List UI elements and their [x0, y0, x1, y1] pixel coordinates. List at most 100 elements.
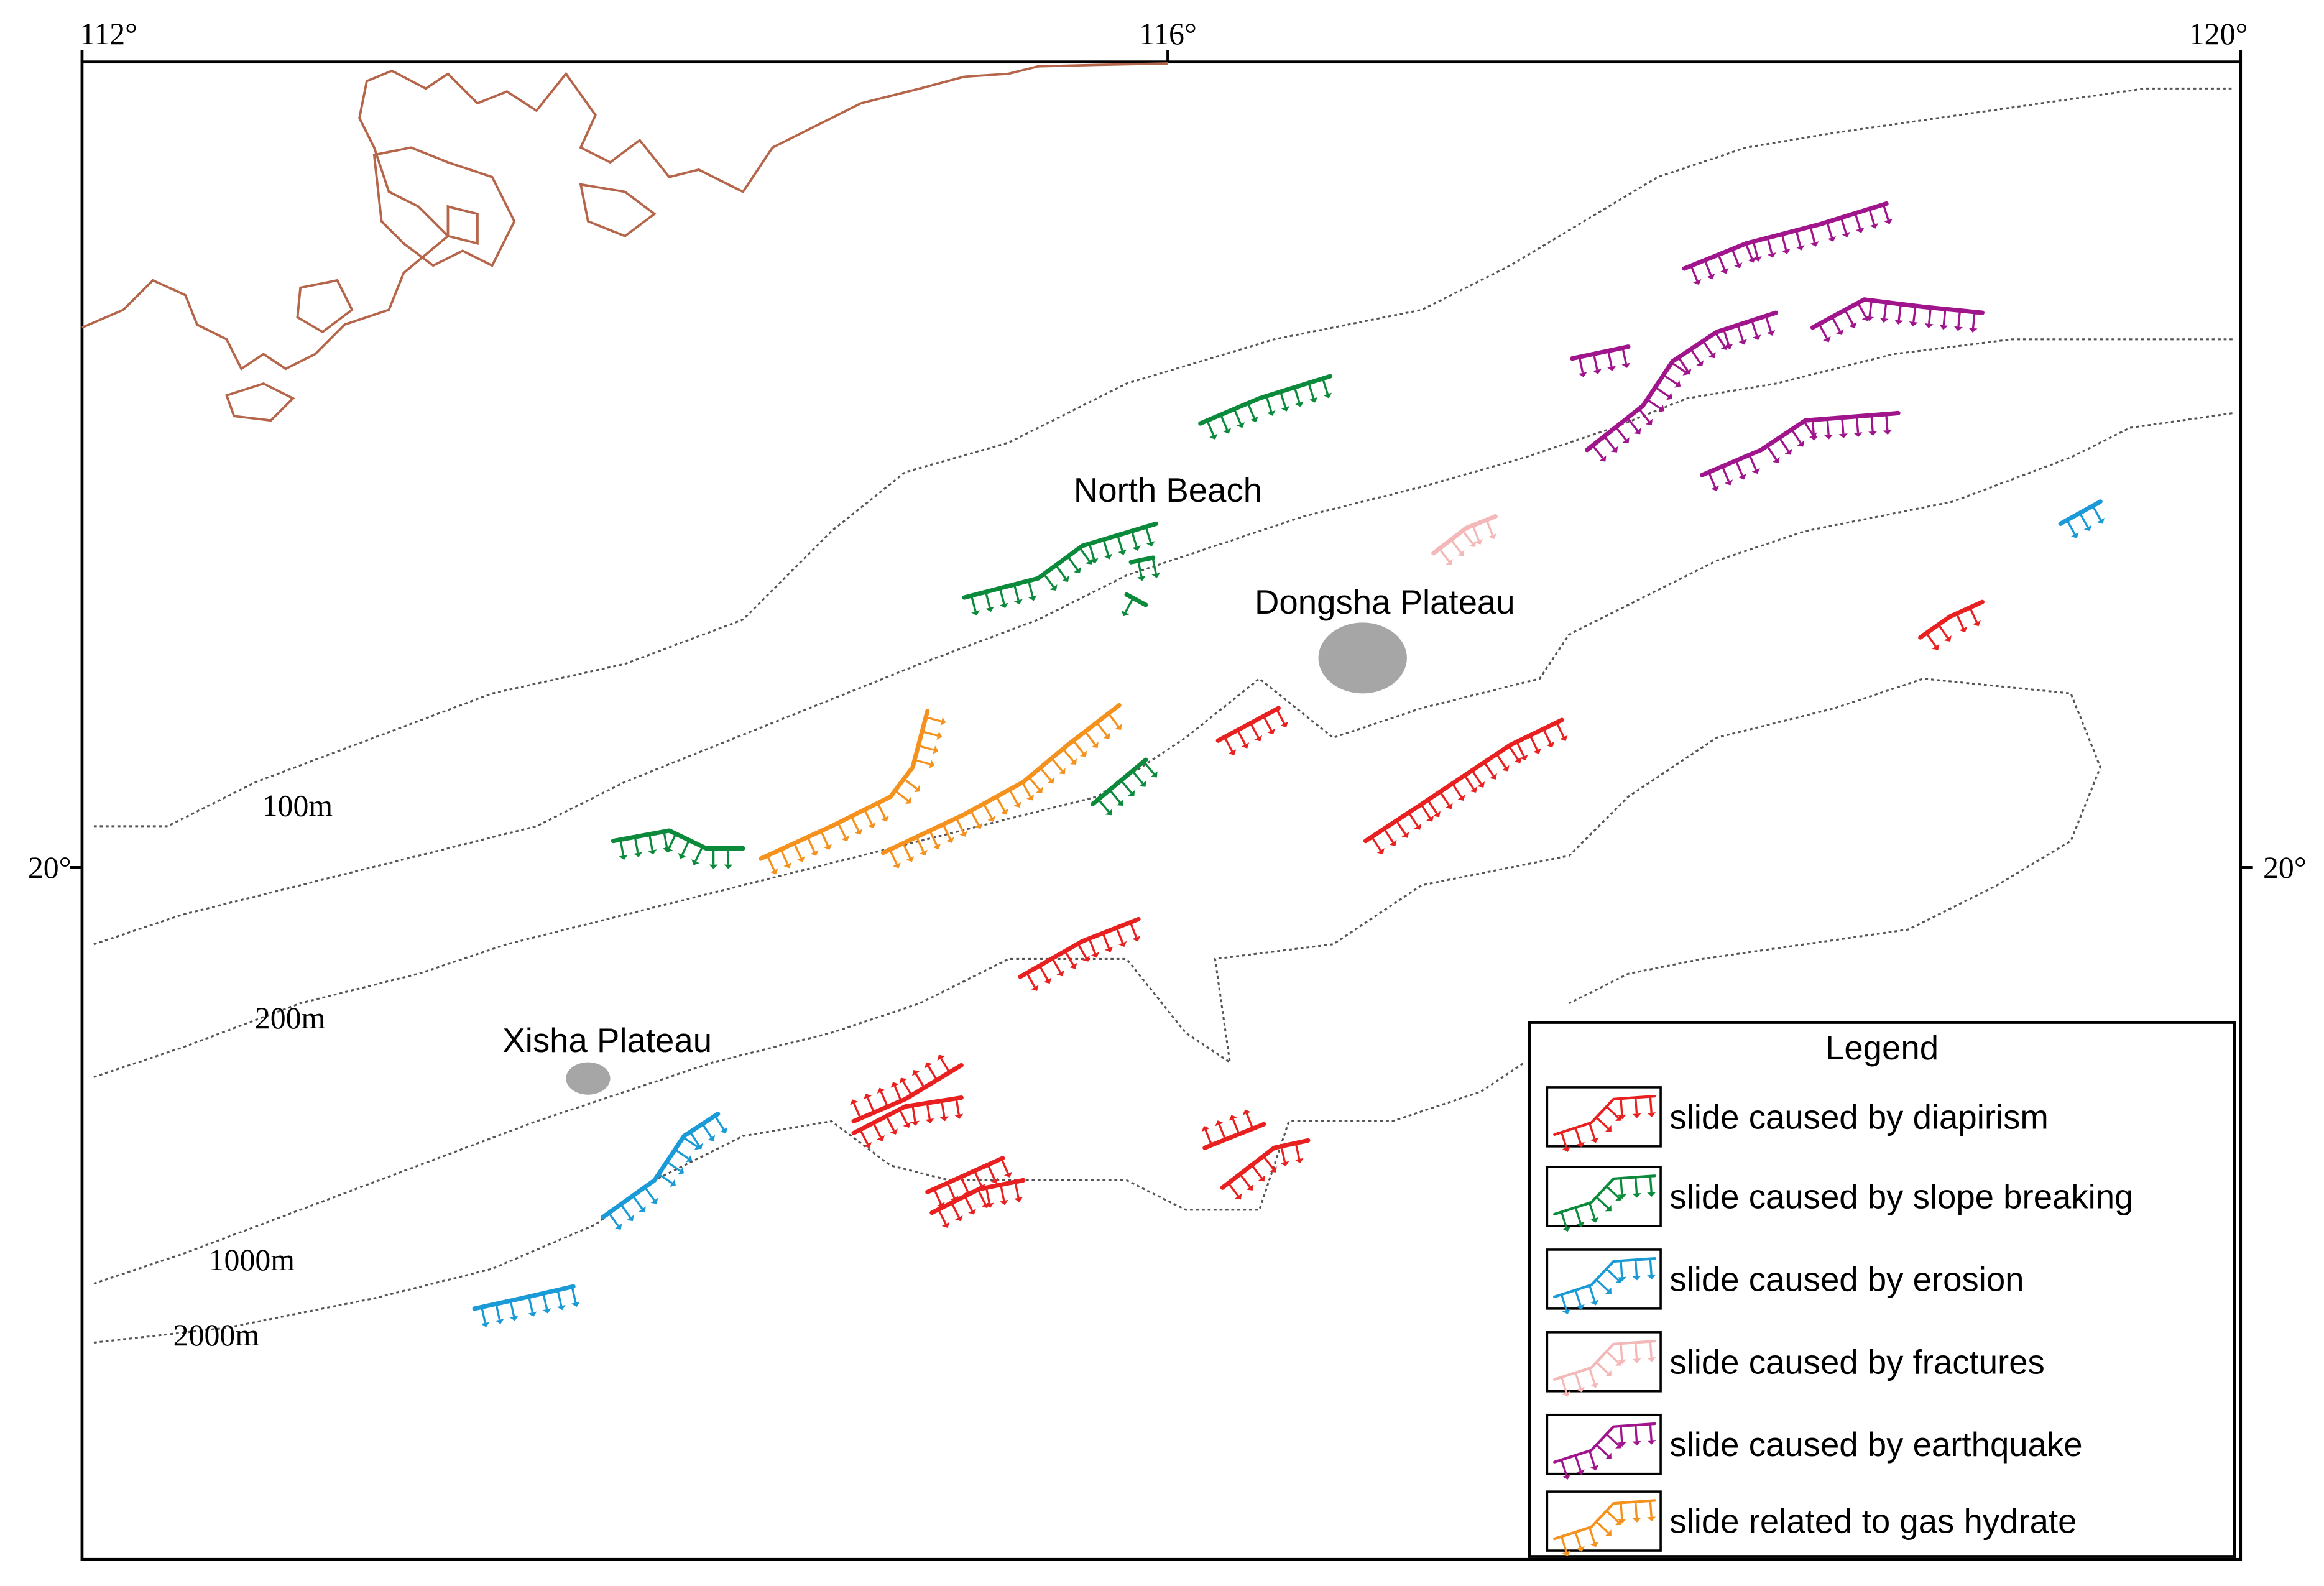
slide-arrow — [571, 1301, 580, 1307]
slide-arrow — [1645, 418, 1653, 425]
slide-tick — [1245, 1113, 1254, 1129]
slide-arrow — [1708, 352, 1716, 359]
slide-arrow — [1117, 800, 1123, 806]
slide-arrow — [1835, 329, 1844, 336]
slide — [1128, 555, 1161, 581]
slide-tick — [1262, 1155, 1275, 1170]
slide-tick — [556, 1289, 563, 1306]
slide-arrow — [1865, 316, 1874, 321]
slide-tick — [1766, 445, 1778, 460]
slide-tick — [1084, 731, 1096, 745]
slide-arrow — [1939, 325, 1948, 330]
slide-tick — [1971, 311, 1976, 328]
slide-arrow — [1590, 1137, 1599, 1143]
slide-arrow — [1376, 847, 1385, 854]
slide-arrow — [1959, 626, 1968, 633]
slide-arrow — [1909, 321, 1918, 326]
slide-tick — [1088, 543, 1095, 560]
slide-arrow — [720, 1127, 728, 1133]
slide-tick — [1219, 414, 1229, 430]
slide-scarp — [1198, 374, 1333, 426]
slide-tick — [1145, 526, 1152, 543]
slide-arrow — [1738, 474, 1746, 480]
slide-arrow — [1058, 768, 1066, 775]
slide-arrow — [1049, 584, 1058, 591]
slide-tick — [1395, 820, 1406, 835]
slide-arrow — [1519, 754, 1528, 761]
slide-arrow — [724, 864, 733, 869]
slide-tick — [648, 834, 653, 851]
slide — [929, 1178, 1026, 1229]
slide-tick — [1868, 208, 1876, 225]
slide — [1682, 201, 1893, 285]
slide-arrow — [1014, 1197, 1023, 1202]
slide-tick — [1649, 1424, 1653, 1441]
slide-tick — [1595, 1196, 1609, 1209]
slide-arrow — [1082, 956, 1091, 962]
slide-tick — [1462, 530, 1473, 545]
slide-tick — [1420, 804, 1431, 819]
slide-arrow — [495, 1319, 504, 1324]
slide-arrow — [1576, 1141, 1585, 1148]
slide-tick — [1472, 525, 1480, 541]
slide-tick — [1137, 560, 1143, 577]
slide-arrow — [1280, 1161, 1289, 1167]
slides — [472, 201, 2105, 1327]
slide-arrow — [1104, 946, 1114, 952]
slide-arrow — [626, 1215, 634, 1222]
slide-arrow — [695, 1143, 703, 1150]
slide-tick — [1605, 1433, 1620, 1446]
slide-arrow — [1209, 433, 1218, 440]
slide-tick — [1605, 1185, 1620, 1199]
slide-arrow — [1013, 801, 1021, 808]
slide-arrow — [877, 1135, 885, 1141]
slide-arrow — [910, 1120, 920, 1126]
slide-arrow — [614, 1223, 622, 1230]
slide-tick — [689, 1131, 700, 1146]
axis-ticks — [70, 50, 2253, 869]
slide-arrow — [770, 868, 778, 875]
slide-tick — [1237, 729, 1247, 745]
slide-arrow — [911, 1070, 920, 1076]
slide-tick — [1620, 1426, 1623, 1443]
slide-tick — [634, 836, 639, 854]
slide-arrow — [1724, 343, 1733, 349]
slide-tick — [1885, 413, 1889, 431]
slide-tick — [1868, 300, 1873, 317]
slide-arrow — [971, 610, 980, 616]
slide-tick — [1224, 736, 1233, 752]
slide-tick — [1097, 798, 1110, 813]
slide-tick — [985, 1187, 991, 1204]
slide-arrow — [686, 1155, 693, 1163]
slide-arrow — [1870, 223, 1879, 229]
slide-tick — [1942, 308, 1947, 326]
slide-arrow — [1105, 809, 1112, 816]
slide-tick — [1516, 741, 1525, 757]
slide-arrow — [1281, 405, 1290, 412]
slide-tick — [495, 1303, 501, 1321]
slide-arrow — [925, 1062, 933, 1069]
slide-arrow — [946, 837, 954, 844]
slide-scarp — [929, 1178, 1026, 1215]
slide-arrow — [1446, 558, 1453, 565]
slide-arrow — [1118, 941, 1127, 947]
slide-tick — [1855, 416, 1860, 433]
slide-tick — [1589, 1450, 1596, 1467]
slide — [1431, 514, 1498, 565]
slide-tick — [1574, 1207, 1582, 1224]
slide-tick — [1702, 340, 1713, 356]
slide-arrow — [619, 854, 628, 860]
slide-tick — [1131, 770, 1144, 785]
slide-arrow — [1414, 823, 1422, 830]
slide-arrow — [1236, 422, 1245, 428]
slide-arrow — [1599, 455, 1607, 462]
slide-arrow — [903, 1122, 911, 1128]
slide-arrow — [528, 1311, 537, 1317]
slide-scarp — [1553, 1095, 1656, 1136]
slide-tick — [1714, 332, 1726, 347]
slide-arrow — [941, 1222, 950, 1229]
slide-tick — [1560, 1294, 1568, 1311]
slide-tick — [1232, 1118, 1240, 1135]
legend-label: slide related to gas hydrate — [1669, 1503, 2077, 1541]
slide-arrow — [1036, 786, 1043, 793]
